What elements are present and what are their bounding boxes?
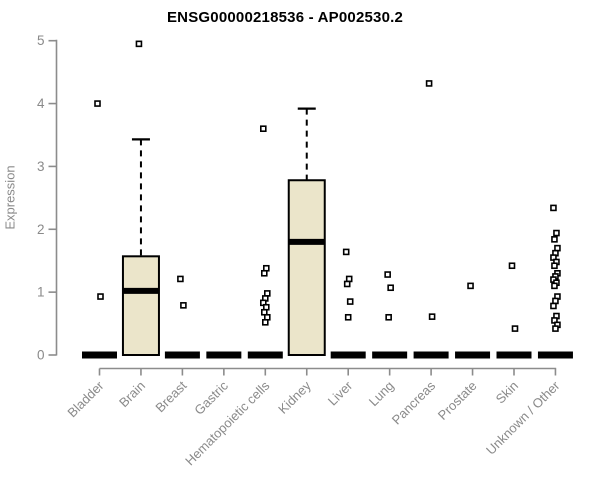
outlier-point [425,80,433,87]
y-tick-label: 0 [37,348,45,363]
collapsed-box-bar [330,351,366,359]
outlier-point [261,319,269,326]
collapsed-box-bar [164,351,200,359]
x-tick-label: Brain [116,378,148,410]
collapsed-box-bar [82,351,117,359]
outlier-point [508,262,516,270]
collapsed-box-bar [455,351,491,359]
y-axis-label: Expression [2,165,18,230]
outlier-point [135,40,143,48]
x-tick-label: Gastric [191,378,231,418]
outlier-point [177,275,184,283]
outlier-point [511,325,519,332]
x-tick-label: Pancreas [389,378,439,428]
collapsed-box-bar [206,351,242,359]
outlier-point [384,271,391,278]
x-tick-label: Prostate [435,378,480,423]
outlier-point [551,236,558,243]
y-tick-label: 3 [37,159,45,174]
collapsed-box-bar [247,351,283,359]
outlier-point [180,302,187,309]
outlier-point [346,298,354,305]
chart-title: ENSG00000218536 - AP002530.2 [166,9,404,26]
outlier-point [551,262,558,270]
outlier-point [467,282,474,290]
outlier-point [387,284,394,292]
box-rect [287,179,326,356]
collapsed-box-bar [372,351,408,359]
outlier-point [552,325,559,332]
y-tick-label: 1 [37,285,45,300]
outlier-point [550,204,557,212]
x-tick-label: Unknown / Other [483,378,563,458]
x-tick-label: Lung [366,378,397,409]
x-tick-label: Kidney [275,378,314,417]
x-tick-label: Liver [325,378,356,409]
collapsed-box-bar [413,351,449,359]
y-tick-label: 5 [37,33,45,48]
outlier-point [97,293,104,300]
outlier-point [385,313,392,321]
x-tick-label: Bladder [64,378,107,421]
outlier-point [553,229,560,237]
collapsed-box-bar [537,351,573,359]
outlier-point [260,269,268,277]
outlier-point [343,280,351,288]
outlier-point [344,313,352,321]
outlier-point [428,313,436,320]
outlier-point [550,302,557,310]
y-tick-label: 2 [37,222,45,237]
box-rect [121,255,160,357]
outlier-point [94,100,101,107]
outlier-point [551,282,558,290]
x-tick-label: Skin [493,378,521,406]
outlier-point [259,125,267,133]
outlier-point [342,248,350,256]
collapsed-box-bar [496,351,532,359]
x-tick-label: Breast [152,378,189,415]
y-tick-label: 4 [37,96,45,111]
